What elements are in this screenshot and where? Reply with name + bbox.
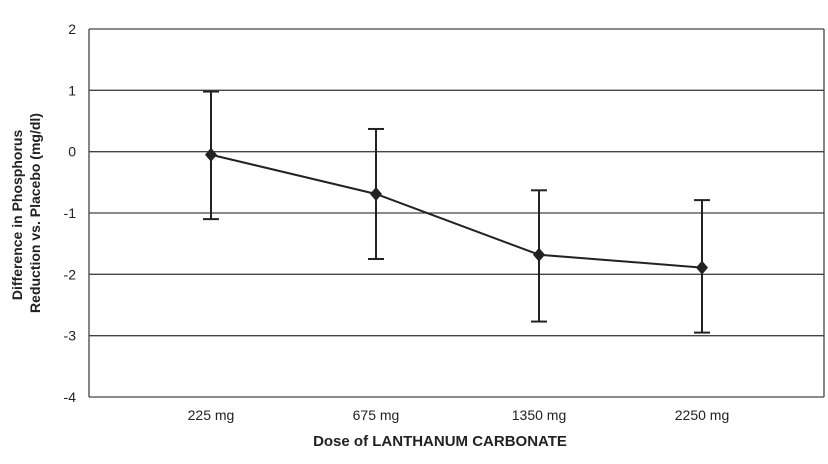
series-line [210, 153, 703, 269]
x-tick-label: 675 mg [353, 407, 400, 423]
x-axis-label: Dose of LANTHANUM CARBONATE [313, 433, 567, 450]
data-point-marker [533, 247, 545, 262]
data-point-marker [370, 186, 382, 201]
y-axis-label-line-2: Reduction vs. Placebo (mg/dl) [27, 113, 43, 313]
data-point-marker [205, 147, 217, 162]
x-tick-labels: 225 mg 675 mg 1350 mg 2250 mg [188, 407, 730, 423]
y-tick-label: -3 [64, 328, 77, 344]
y-tick-label: -2 [64, 266, 77, 282]
y-axis-label-line-1: Difference in Phosphorus [9, 130, 25, 301]
x-tick-label: 2250 mg [675, 407, 729, 423]
x-tick-label: 1350 mg [512, 407, 566, 423]
data-point-marker [696, 260, 708, 275]
y-tick-label: -1 [64, 205, 77, 221]
y-tick-label: -4 [64, 389, 77, 405]
y-axis-label: Difference in Phosphorus Reduction vs. P… [9, 113, 43, 313]
y-tick-label: 0 [68, 144, 76, 160]
gridlines [88, 28, 825, 398]
series [203, 90, 710, 334]
y-tick-label: 2 [68, 21, 76, 37]
x-tick-label: 225 mg [188, 407, 235, 423]
y-tick-labels: 2 1 0 -1 -2 -3 -4 [64, 21, 77, 405]
y-tick-label: 1 [68, 82, 76, 98]
